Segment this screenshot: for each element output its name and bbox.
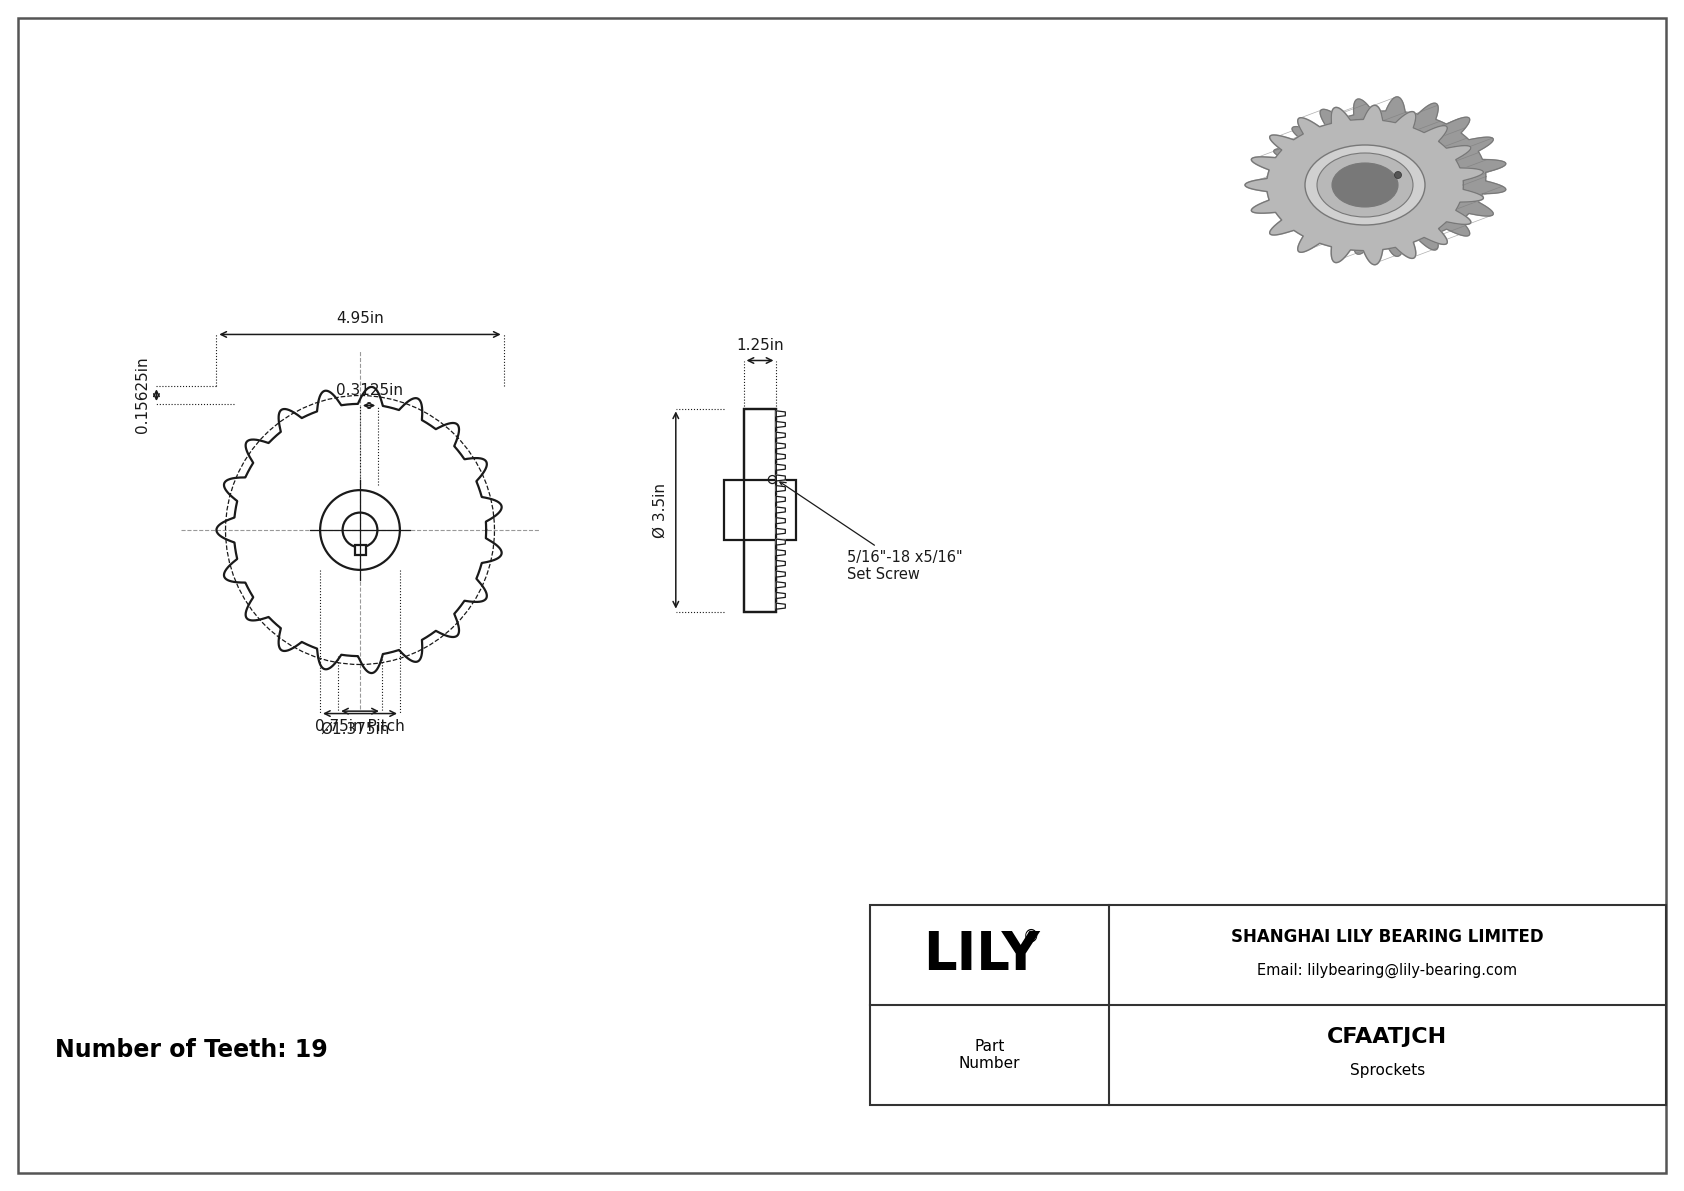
- Bar: [744, 409, 776, 611]
- Text: 0.3125in: 0.3125in: [335, 382, 402, 398]
- Bar: [871, 905, 1665, 1105]
- Polygon shape: [1268, 96, 1505, 256]
- Polygon shape: [776, 572, 785, 578]
- Text: 5/16"-18 x5/16"
Set Screw: 5/16"-18 x5/16" Set Screw: [780, 482, 963, 582]
- Text: Ø1.375in: Ø1.375in: [320, 722, 389, 736]
- Text: ®: ®: [1024, 928, 1039, 946]
- Polygon shape: [776, 411, 785, 417]
- Text: Number of Teeth: 19: Number of Teeth: 19: [56, 1039, 328, 1062]
- Polygon shape: [776, 529, 785, 535]
- Ellipse shape: [1305, 145, 1425, 225]
- Polygon shape: [776, 475, 785, 481]
- Circle shape: [1394, 172, 1401, 179]
- Text: Sprockets: Sprockets: [1351, 1062, 1425, 1078]
- Polygon shape: [776, 603, 785, 609]
- Polygon shape: [776, 550, 785, 556]
- Polygon shape: [776, 422, 785, 428]
- Text: 4.95in: 4.95in: [337, 312, 384, 326]
- Polygon shape: [776, 540, 785, 545]
- Bar: [355, 545, 365, 555]
- Bar: [744, 409, 776, 611]
- Polygon shape: [776, 518, 785, 524]
- Polygon shape: [776, 507, 785, 513]
- Bar: [724, 480, 797, 541]
- Polygon shape: [776, 561, 785, 567]
- Polygon shape: [1366, 137, 1447, 225]
- Ellipse shape: [1317, 152, 1413, 217]
- Text: 0.15625in: 0.15625in: [135, 357, 150, 434]
- Polygon shape: [776, 592, 785, 598]
- Text: Ø 3.5in: Ø 3.5in: [653, 482, 669, 537]
- Text: 0.75in Pitch: 0.75in Pitch: [315, 719, 404, 734]
- Text: CFAATJCH: CFAATJCH: [1327, 1027, 1448, 1047]
- Text: LILY: LILY: [923, 929, 1039, 981]
- Text: Part
Number: Part Number: [958, 1039, 1021, 1071]
- Polygon shape: [776, 497, 785, 503]
- Polygon shape: [1244, 105, 1484, 264]
- Text: Email: lilybearing@lily-bearing.com: Email: lilybearing@lily-bearing.com: [1258, 962, 1517, 978]
- Text: 1.25in: 1.25in: [736, 337, 783, 353]
- Polygon shape: [776, 581, 785, 588]
- Ellipse shape: [1332, 163, 1398, 207]
- Polygon shape: [776, 486, 785, 492]
- Polygon shape: [776, 464, 785, 470]
- Polygon shape: [776, 432, 785, 438]
- Text: SHANGHAI LILY BEARING LIMITED: SHANGHAI LILY BEARING LIMITED: [1231, 928, 1544, 946]
- Polygon shape: [776, 443, 785, 449]
- Polygon shape: [776, 454, 785, 460]
